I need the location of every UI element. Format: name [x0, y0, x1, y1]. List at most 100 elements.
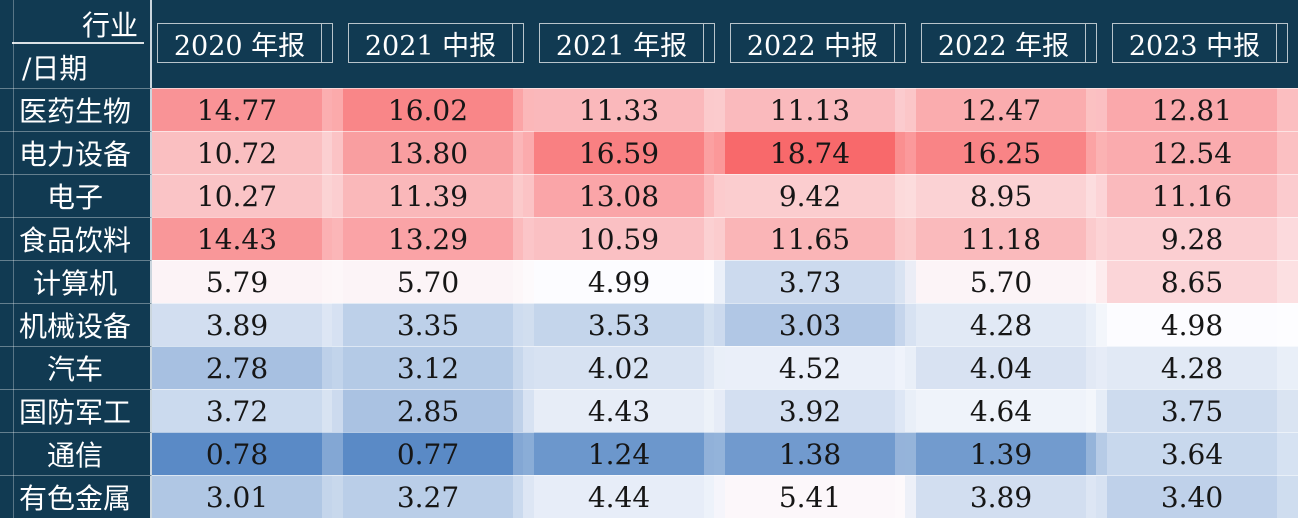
- heat-spacer: [905, 217, 916, 260]
- heat-spacer: [513, 346, 523, 389]
- heat-spacer: [704, 475, 714, 518]
- heat-spacer: [1287, 389, 1298, 432]
- heat-spacer: [895, 174, 905, 217]
- heat-spacer: [322, 475, 332, 518]
- column-header-group: 2022 年报: [916, 0, 1107, 88]
- heat-spacer: [523, 131, 534, 174]
- row-label: 国防军工: [0, 389, 152, 432]
- column-header-group: 2020 年报: [152, 0, 343, 88]
- heat-spacer: [704, 260, 714, 303]
- heat-spacer: [714, 260, 725, 303]
- heat-cell: 4.28: [1107, 346, 1277, 389]
- heat-cell: 9.42: [725, 174, 895, 217]
- heat-cell: 1.38: [725, 432, 895, 475]
- heat-spacer: [1096, 260, 1107, 303]
- column-header: 2020 年报: [158, 24, 322, 62]
- heat-spacer: [1096, 217, 1107, 260]
- column-header-box: 2021 中报: [348, 23, 524, 63]
- heat-cell: 3.03: [725, 303, 895, 346]
- heat-spacer: [1287, 432, 1298, 475]
- heat-spacer: [905, 131, 916, 174]
- heat-cell: 14.77: [152, 88, 322, 131]
- heat-spacer: [322, 260, 332, 303]
- corner-top-label: 行业: [81, 9, 138, 42]
- heat-spacer: [1277, 131, 1287, 174]
- heat-spacer: [1277, 432, 1287, 475]
- heat-spacer: [905, 174, 916, 217]
- heat-cell: 10.72: [152, 131, 322, 174]
- heat-spacer: [895, 475, 905, 518]
- heat-spacer: [1287, 260, 1298, 303]
- heat-spacer: [332, 260, 343, 303]
- heat-spacer: [905, 303, 916, 346]
- heat-spacer: [1086, 303, 1096, 346]
- heat-spacer: [332, 475, 343, 518]
- heat-spacer: [895, 131, 905, 174]
- corner-header: 行业/日期: [0, 0, 152, 88]
- heat-spacer: [332, 88, 343, 131]
- heat-spacer: [714, 346, 725, 389]
- heat-cell: 4.99: [534, 260, 704, 303]
- heat-spacer: [895, 346, 905, 389]
- column-header: 2022 中报: [731, 24, 895, 62]
- heat-spacer: [1287, 303, 1298, 346]
- header-spacer: [704, 24, 714, 62]
- heat-spacer: [1287, 346, 1298, 389]
- header-spacer: [895, 24, 905, 62]
- heat-spacer: [322, 303, 332, 346]
- heat-spacer: [523, 217, 534, 260]
- heat-spacer: [513, 88, 523, 131]
- header-spacer: [1277, 24, 1287, 62]
- heat-spacer: [1277, 217, 1287, 260]
- heat-spacer: [1287, 475, 1298, 518]
- heat-spacer: [895, 432, 905, 475]
- heat-spacer: [523, 88, 534, 131]
- heat-spacer: [523, 260, 534, 303]
- heat-cell: 3.35: [343, 303, 513, 346]
- heat-cell: 11.18: [916, 217, 1086, 260]
- header-spacer: [322, 24, 332, 62]
- heat-spacer: [704, 131, 714, 174]
- heat-spacer: [714, 389, 725, 432]
- heat-spacer: [322, 88, 332, 131]
- heat-spacer: [322, 346, 332, 389]
- heat-cell: 3.89: [152, 303, 322, 346]
- heat-spacer: [905, 432, 916, 475]
- row-label: 食品饮料: [0, 217, 152, 260]
- heat-cell: 10.59: [534, 217, 704, 260]
- heat-spacer: [523, 174, 534, 217]
- column-header: 2023 中报: [1113, 24, 1277, 62]
- row-label: 机械设备: [0, 303, 152, 346]
- heat-spacer: [513, 174, 523, 217]
- heat-cell: 8.65: [1107, 260, 1277, 303]
- heat-cell: 3.40: [1107, 475, 1277, 518]
- heat-spacer: [1277, 389, 1287, 432]
- heat-spacer: [513, 389, 523, 432]
- heat-cell: 4.02: [534, 346, 704, 389]
- label-column-gridline: [13, 0, 14, 518]
- heat-cell: 16.59: [534, 131, 704, 174]
- heat-spacer: [905, 88, 916, 131]
- heat-spacer: [1096, 475, 1107, 518]
- heat-spacer: [1096, 389, 1107, 432]
- heat-cell: 4.52: [725, 346, 895, 389]
- heat-cell: 0.77: [343, 432, 513, 475]
- heat-cell: 2.78: [152, 346, 322, 389]
- column-header-box: 2022 年报: [921, 23, 1097, 63]
- heat-spacer: [704, 88, 714, 131]
- row-label: 电力设备: [0, 131, 152, 174]
- heat-cell: 4.28: [916, 303, 1086, 346]
- heat-cell: 8.95: [916, 174, 1086, 217]
- heat-spacer: [1086, 88, 1096, 131]
- heat-spacer: [905, 389, 916, 432]
- heat-cell: 13.80: [343, 131, 513, 174]
- column-header: 2021 年报: [540, 24, 704, 62]
- row-label: 电子: [0, 174, 152, 217]
- heat-spacer: [513, 217, 523, 260]
- heat-spacer: [704, 217, 714, 260]
- heat-cell: 3.73: [725, 260, 895, 303]
- corner-divider-line: [12, 42, 144, 44]
- heat-spacer: [704, 303, 714, 346]
- heat-cell: 10.27: [152, 174, 322, 217]
